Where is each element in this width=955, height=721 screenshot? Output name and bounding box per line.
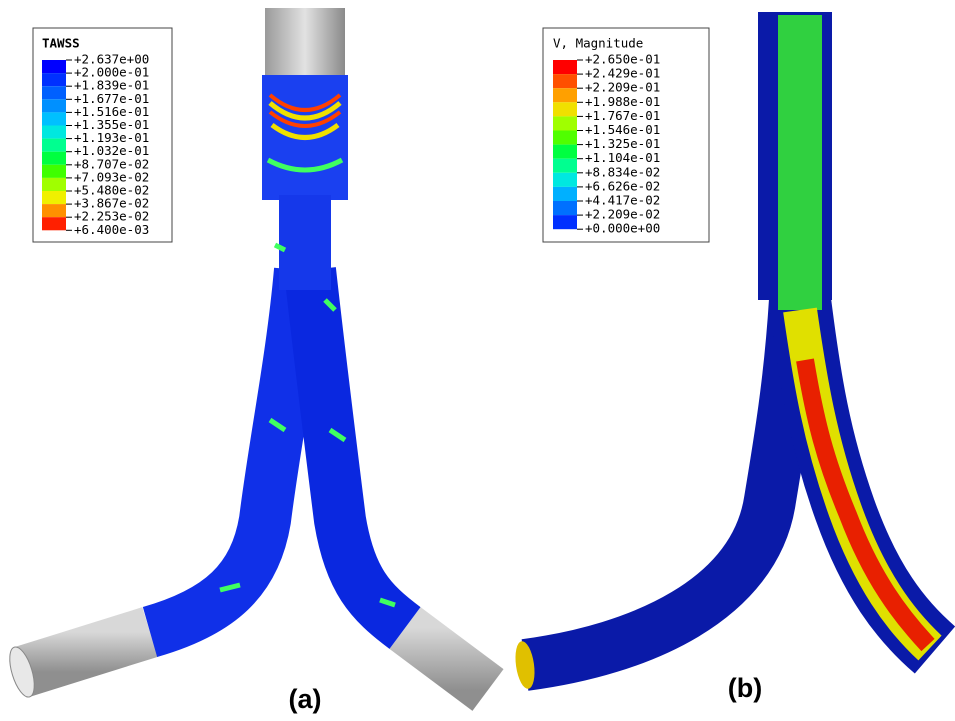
legend-swatch (42, 177, 66, 191)
outlet-face (515, 641, 535, 689)
vessel-b (515, 12, 955, 691)
legend-swatch (42, 191, 66, 205)
legend-label: +0.000e+00 (585, 221, 660, 236)
outlet-tube-left (14, 607, 158, 697)
legend-swatch (42, 60, 66, 74)
legend-label: +1.104e-01 (585, 150, 660, 165)
legend-swatch (553, 215, 577, 230)
legend-label: +1.767e-01 (585, 108, 660, 123)
legend-label: +1.325e-01 (585, 136, 660, 151)
legend-label: +1.546e-01 (585, 122, 660, 137)
legend-label: +8.834e-02 (585, 164, 660, 179)
legend-swatch (553, 201, 577, 216)
legend-label: +1.988e-01 (585, 94, 660, 109)
legend-swatch (42, 125, 66, 139)
legend-label: +1.355e-01 (74, 117, 149, 132)
core-flow (796, 358, 935, 652)
legend-swatch (42, 99, 66, 113)
legend-label: +6.626e-02 (585, 178, 660, 193)
legend-label: +6.400e-03 (74, 222, 149, 237)
inlet-tube (265, 8, 345, 78)
branch-right (284, 267, 421, 649)
legend-swatch (553, 116, 577, 131)
legend-swatch (42, 151, 66, 165)
legend-swatch (553, 74, 577, 89)
legend-label: +8.707e-02 (74, 156, 149, 171)
legend-label: +2.253e-02 (74, 209, 149, 224)
legend-swatch (553, 172, 577, 187)
legend-swatch (42, 164, 66, 178)
caption: (b) (728, 673, 762, 703)
legend-swatch (42, 204, 66, 218)
legend-title: TAWSS (42, 36, 80, 51)
legend-swatch (42, 112, 66, 126)
legend-label: +1.193e-01 (74, 130, 149, 145)
legend-b: V, Magnitude +2.650e-01+2.429e-01+2.209e… (542, 27, 710, 243)
legend-label: +1.032e-01 (74, 143, 149, 158)
legend-swatch (553, 144, 577, 159)
legend-label: +2.637e+00 (74, 52, 149, 67)
wss-band (268, 93, 342, 128)
legend-label: +2.650e-01 (585, 52, 660, 67)
legend-swatch (553, 60, 577, 75)
vessel-a (9, 8, 504, 711)
legend-label: +2.209e-01 (585, 80, 660, 95)
legend-label: +4.417e-02 (585, 193, 660, 208)
tube-end (9, 646, 35, 698)
wss-spots (219, 157, 396, 608)
legend-label: +2.000e-01 (74, 65, 149, 80)
legend-swatch (42, 217, 66, 231)
legend-label: +5.480e-02 (74, 183, 149, 198)
legend-a: TAWSS +2.637e+00+2.000e-01+1.839e-01+1.6… (32, 27, 173, 243)
legend-swatch (553, 158, 577, 173)
legend-label: +2.429e-01 (585, 66, 660, 81)
legend-swatch (42, 86, 66, 100)
wss-band (268, 101, 342, 140)
caption: (a) (289, 684, 322, 714)
branch-left (142, 267, 326, 657)
legend-label: +3.867e-02 (74, 196, 149, 211)
legend-label: +2.209e-02 (585, 207, 660, 222)
outlet-tube-right (389, 607, 504, 711)
legend-title: V, Magnitude (553, 36, 643, 51)
legend-label: +1.839e-01 (74, 78, 149, 93)
branch-left (521, 298, 821, 691)
legend-label: +1.677e-01 (74, 91, 149, 106)
legend-label: +1.516e-01 (74, 104, 149, 119)
legend-label: +7.093e-02 (74, 169, 149, 184)
legend-swatch (553, 102, 577, 117)
legend-swatch (553, 186, 577, 201)
legend-swatch (553, 88, 577, 103)
legend-swatch (553, 130, 577, 145)
legend-swatch (42, 73, 66, 87)
legend-swatch (42, 138, 66, 152)
